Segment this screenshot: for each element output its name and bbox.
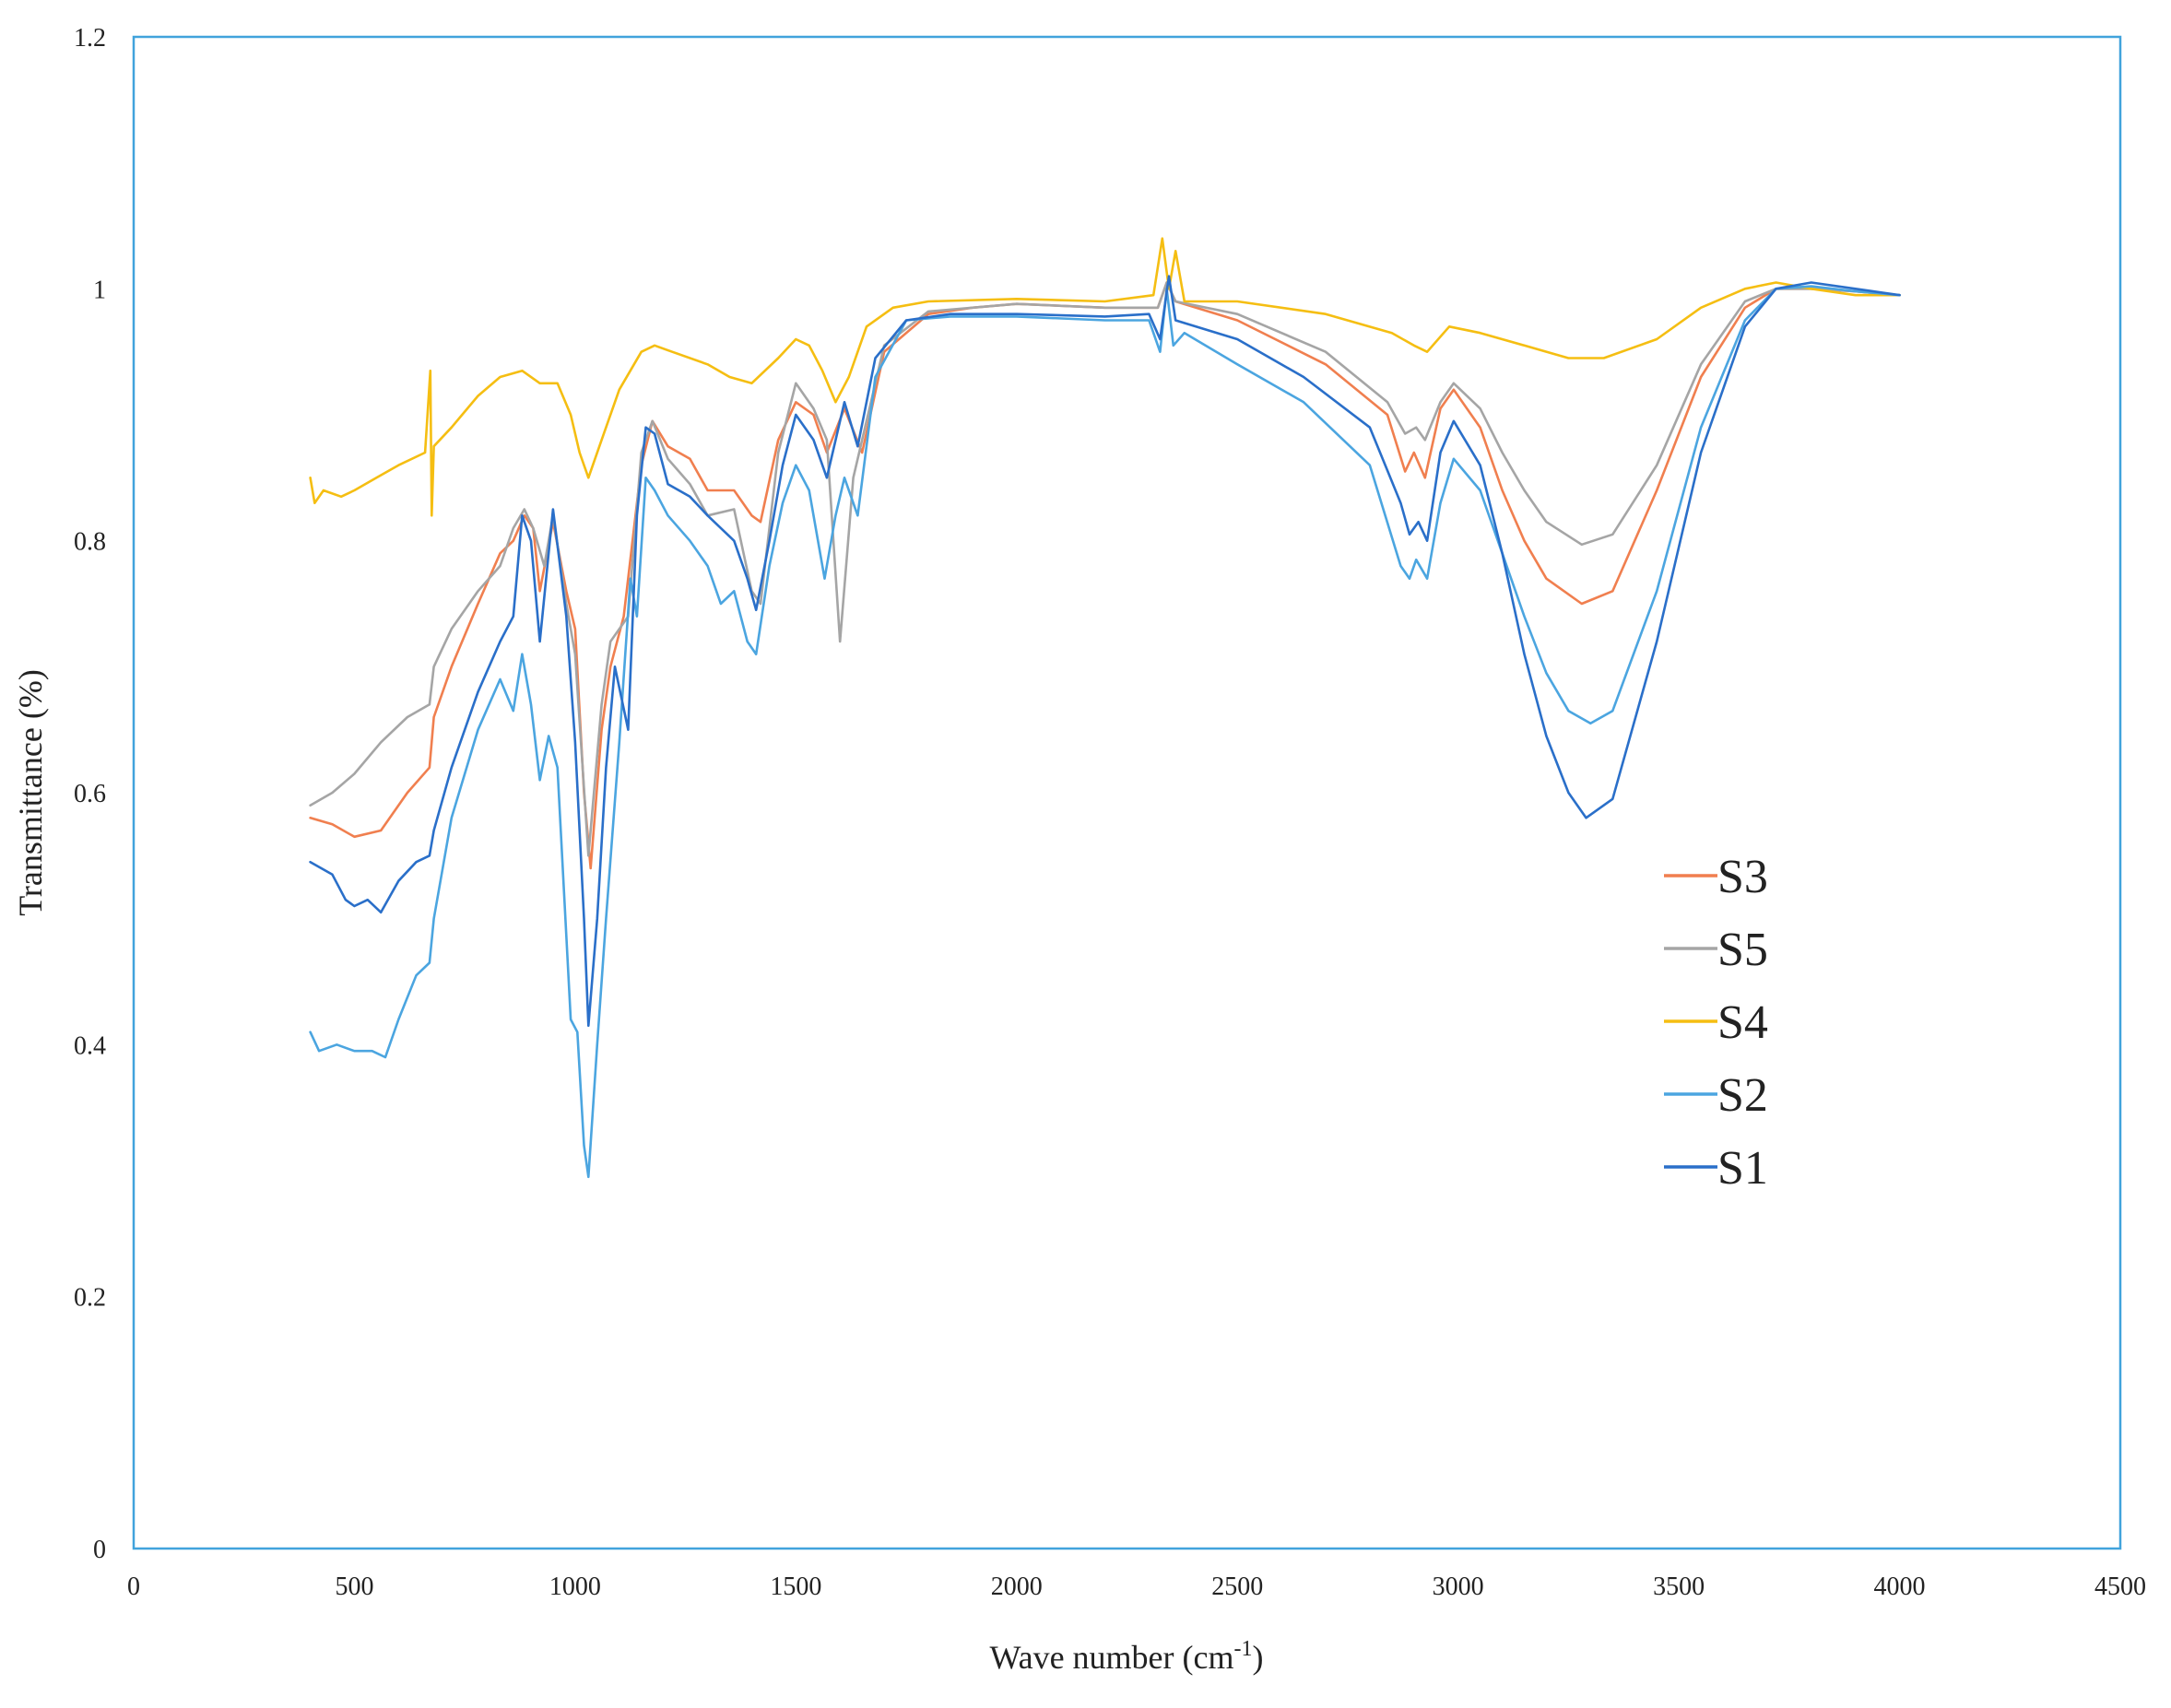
legend: S3 S5 S4 S2 S1 <box>1664 851 1768 1195</box>
x-tick-label: 500 <box>335 1573 373 1601</box>
y-tick-label: 0 <box>93 1536 106 1564</box>
y-tick-label: 1.2 <box>74 24 106 53</box>
series-line-s1 <box>309 275 1901 1028</box>
x-axis-ticks: 0 500 1000 1500 2000 2500 3000 3500 4000 4500 <box>127 1573 2146 1601</box>
series-line-s4 <box>309 237 1901 517</box>
legend-label-s1: S1 <box>1717 1142 1768 1195</box>
x-tick-label: 2000 <box>991 1573 1043 1601</box>
x-axis-title-sup: -1 <box>1234 1637 1253 1661</box>
y-tick-label: 0.2 <box>74 1284 106 1313</box>
legend-label-s4: S4 <box>1717 996 1768 1049</box>
x-tick-label: 0 <box>127 1573 140 1601</box>
legend-label-s5: S5 <box>1717 924 1768 976</box>
y-axis-title: Transmittance (%) <box>12 669 49 916</box>
y-tick-label: 1 <box>93 276 106 304</box>
x-tick-label: 2500 <box>1211 1573 1263 1601</box>
x-axis-title-tail: ) <box>1253 1639 1264 1676</box>
x-tick-label: 1000 <box>549 1573 601 1601</box>
legend-label-s2: S2 <box>1717 1069 1768 1122</box>
x-tick-label: 3500 <box>1653 1573 1705 1601</box>
y-tick-label: 0.8 <box>74 528 106 557</box>
x-tick-label: 1500 <box>770 1573 821 1601</box>
plot-frame <box>132 35 2122 1550</box>
x-tick-label: 4000 <box>1874 1573 1926 1601</box>
x-tick-label: 4500 <box>2094 1573 2146 1601</box>
x-axis-title-main: Wave number (cm <box>990 1639 1234 1676</box>
y-axis-ticks: 0 0.2 0.4 0.6 0.8 1 1.2 <box>74 24 106 1564</box>
y-tick-label: 0.6 <box>74 780 106 808</box>
y-tick-label: 0.4 <box>74 1031 106 1060</box>
x-tick-label: 3000 <box>1433 1573 1484 1601</box>
legend-label-s3: S3 <box>1717 851 1768 903</box>
series-line-s2 <box>309 285 1901 1179</box>
x-axis-title: Wave number (cm-1) <box>990 1637 1264 1676</box>
series-line-s5 <box>309 281 1901 857</box>
series-layer <box>309 237 1901 1179</box>
